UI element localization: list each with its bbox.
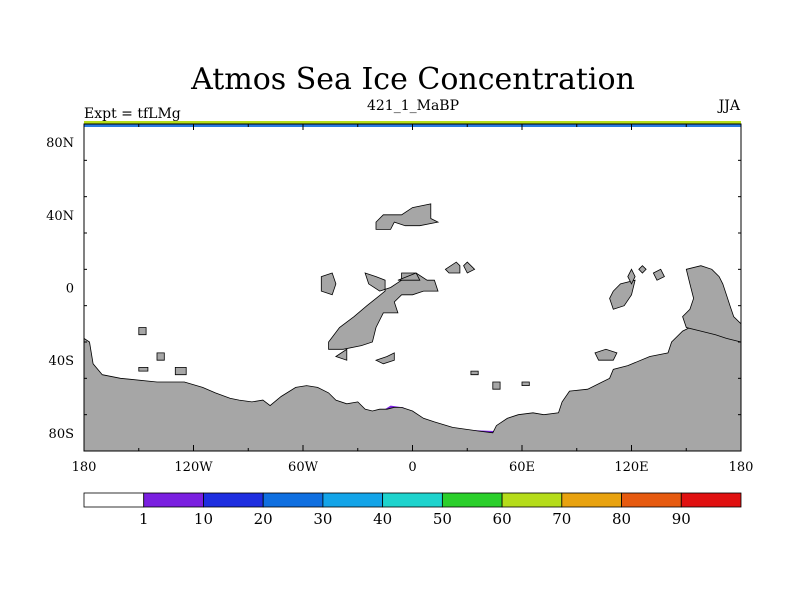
x-tick-label: 120E [614, 460, 648, 475]
colorbar-label: 20 [254, 510, 273, 528]
x-tick-label: 120W [174, 460, 213, 475]
land-mass [374, 352, 395, 365]
colorbar-box [143, 492, 204, 508]
x-axis: 180 120W 60W 0 60E 120E 180 [72, 124, 754, 475]
y-tick-label: 80N [46, 136, 74, 151]
colorbar-label: 80 [612, 510, 631, 528]
colorbar-box [83, 492, 145, 508]
y-tick-label: 80S [49, 427, 74, 442]
y-tick-label: 40S [49, 354, 74, 369]
colorbar: 1 10 20 30 40 50 60 70 80 90 [83, 492, 742, 528]
colorbar-label: 60 [493, 510, 512, 528]
land-mass [652, 268, 665, 281]
colorbar-box [262, 492, 324, 508]
land-mass [328, 272, 439, 350]
land-mass [638, 265, 647, 274]
colorbar-box [382, 492, 443, 508]
colorbar-box [621, 492, 682, 508]
colorbar-box [441, 492, 503, 508]
land-mass [138, 327, 147, 336]
land-mass [492, 381, 501, 390]
colorbar-box [203, 492, 264, 508]
land-mass [375, 203, 440, 230]
x-tick-label: 180 [729, 460, 754, 475]
colorbar-label: 1 [139, 510, 149, 528]
land-mass [594, 348, 618, 361]
land-mass [83, 323, 742, 452]
land-mass [174, 366, 187, 376]
colorbar-box [501, 492, 563, 508]
colorbar-label: 40 [373, 510, 392, 528]
colorbar-label: 70 [552, 510, 571, 528]
x-tick-label: 60E [509, 460, 535, 475]
colorbar-label: 50 [433, 510, 452, 528]
colorbar-label: 30 [313, 510, 332, 528]
colorbar-box [680, 492, 742, 508]
x-tick-label: 60W [288, 460, 319, 475]
y-tick-label: 40N [46, 209, 74, 224]
land-mass [463, 261, 476, 274]
land-mass [609, 279, 636, 310]
chart-title: Atmos Sea Ice Concentration [190, 62, 635, 97]
x-tick-label: 180 [72, 460, 97, 475]
land-mass [470, 370, 479, 376]
x-tick-label: 0 [408, 460, 416, 475]
run-label: 421_1_MaBP [367, 98, 459, 114]
colorbar-label: 10 [194, 510, 213, 528]
land-mass [320, 272, 337, 296]
season-label: JJA [717, 98, 741, 114]
y-axis: 80N 40N 0 40S 80S [46, 123, 741, 452]
land-mass [397, 272, 421, 281]
land-mass [334, 348, 348, 361]
polar-ice-strip [84, 121, 741, 124]
land-mass [138, 366, 149, 372]
land-mass [521, 381, 530, 387]
land-mass [156, 352, 165, 361]
colorbar-box [561, 492, 622, 508]
y-tick-label: 0 [66, 282, 74, 297]
map-plot-area [83, 121, 742, 452]
land-mass [444, 261, 461, 274]
experiment-label: Expt = tfLMg [84, 106, 181, 122]
land-mass [627, 268, 636, 285]
colorbar-box [322, 492, 384, 508]
colorbar-label: 90 [672, 510, 691, 528]
